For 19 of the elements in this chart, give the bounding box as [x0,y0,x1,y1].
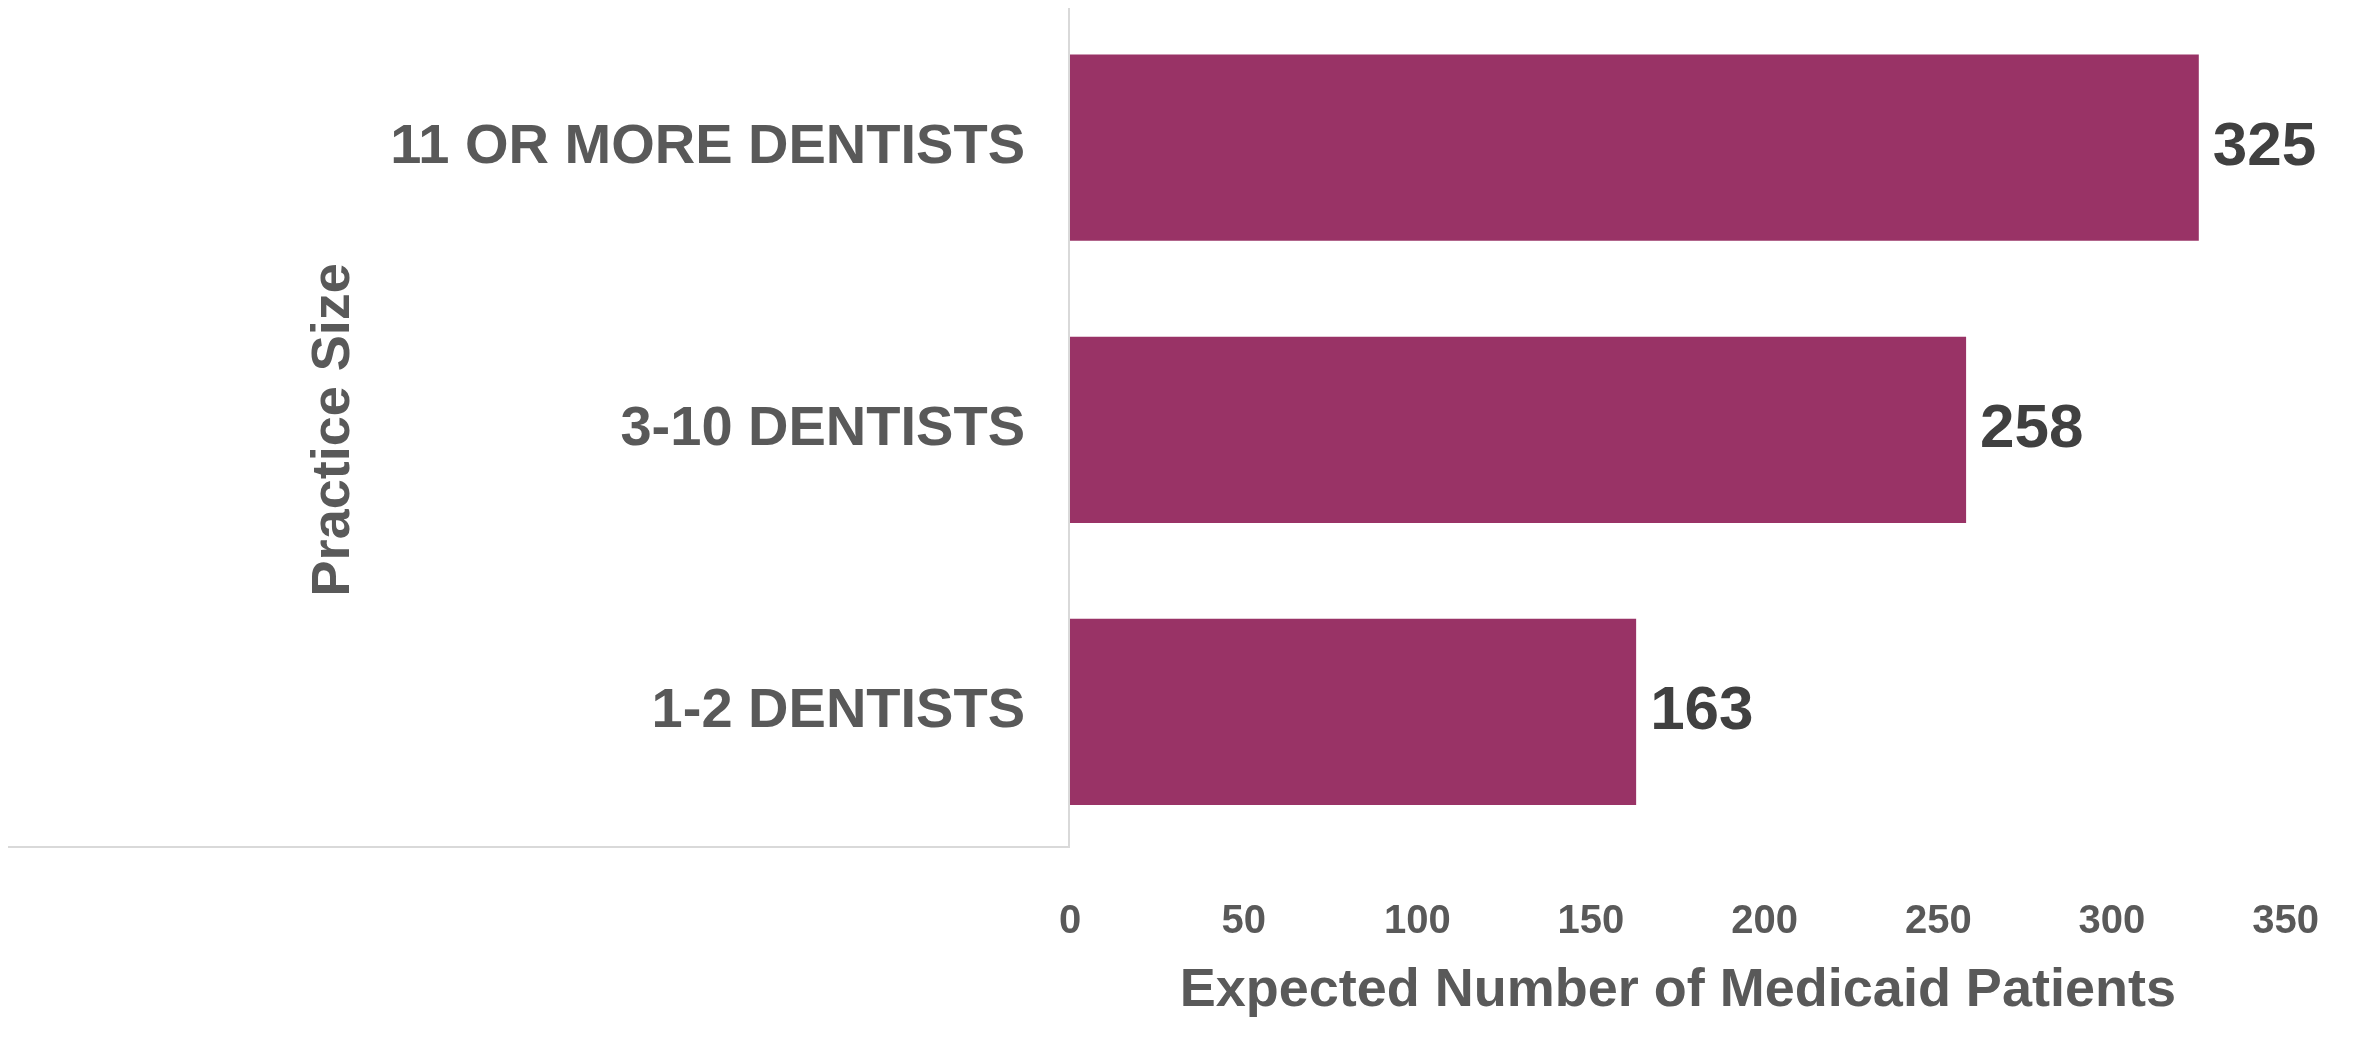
x-tick-label: 100 [1383,897,1451,942]
y-tick-label: 1-2 DENTISTS [651,676,1025,740]
x-tick-label: 200 [1731,897,1799,942]
data-label: 163 [1650,673,1754,743]
data-label: 325 [2212,108,2317,178]
y-tick-label: 11 OR MORE DENTISTS [390,112,1025,176]
x-tick-label: 150 [1557,897,1625,942]
x-axis-title: Expected Number of Medicaid Patients [1179,957,2176,1018]
bar [1070,54,2199,241]
x-tick-label: 50 [1221,897,1266,942]
data-label: 258 [1980,390,2084,460]
x-tick-label: 350 [2252,897,2320,942]
y-axis-title: Practice Size [300,263,361,597]
bar [1070,336,1967,523]
x-tick-label: 300 [2078,897,2146,942]
x-tick-label: 0 [1058,897,1082,942]
bar [1070,618,1637,806]
x-tick-label: 250 [1904,897,1972,942]
y-tick-label: 3-10 DENTISTS [620,394,1025,458]
